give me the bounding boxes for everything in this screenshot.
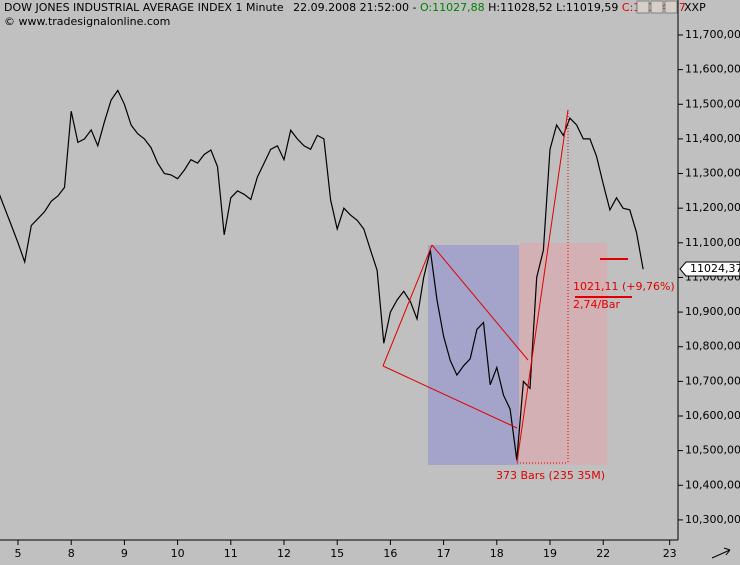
trend-line — [431, 244, 529, 361]
y-tick-label: 11,300,00 — [685, 167, 740, 180]
timestamp: 22.09.2008 21:52:00 - — [293, 1, 416, 14]
window-buttons[interactable] — [636, 0, 678, 14]
y-tick-label: 11,700,00 — [685, 28, 740, 41]
y-tick-label: 10,500,00 — [685, 444, 740, 457]
high: H:11028,52 — [488, 1, 552, 14]
price-line — [0, 89, 644, 461]
trend-line — [382, 365, 518, 429]
y-tick-label: 10,900,00 — [685, 305, 740, 318]
x-tick-label: 9 — [121, 547, 128, 560]
chart-title: DOW JONES INDUSTRIAL AVERAGE INDEX 1 Min… — [4, 1, 284, 14]
corner-icon — [711, 547, 731, 559]
x-tick-label: 12 — [277, 547, 291, 560]
x-tick-label: 22 — [596, 547, 610, 560]
x-tick-label: 18 — [490, 547, 504, 560]
trend-lines — [382, 109, 632, 464]
y-tick-label: 11,100,00 — [685, 236, 740, 249]
range-box — [428, 245, 519, 465]
button[interactable] — [636, 0, 650, 14]
open: O:11027,88 — [420, 1, 485, 14]
trend-line — [382, 244, 433, 367]
x-tick-label: 8 — [68, 547, 75, 560]
x-tick-label: 23 — [663, 547, 677, 560]
x-tick-label: 11 — [224, 547, 238, 560]
y-tick-label: 10,400,00 — [685, 478, 740, 491]
annotation: 1021,11 (+9,76%) — [573, 280, 675, 293]
x-tick-label: 5 — [15, 547, 22, 560]
chart-header: DOW JONES INDUSTRIAL AVERAGE INDEX 1 Min… — [4, 1, 686, 14]
x-tick-label: 10 — [171, 547, 185, 560]
axis-name: XXP — [684, 1, 706, 14]
trend-line — [516, 109, 569, 463]
y-tick-label: 10,700,00 — [685, 374, 740, 387]
x-tick-label: 17 — [437, 547, 451, 560]
y-tick-label: 10,600,00 — [685, 409, 740, 422]
x-tick-label: 19 — [543, 547, 557, 560]
range-box — [519, 243, 607, 465]
button[interactable] — [664, 0, 678, 14]
annotation: 373 Bars (235 35M) — [496, 469, 605, 482]
button[interactable] — [650, 0, 664, 14]
y-tick-label: 10,300,00 — [685, 513, 740, 526]
x-tick-label: 16 — [383, 547, 397, 560]
x-tick-label: 15 — [330, 547, 344, 560]
plot — [0, 89, 644, 461]
y-axis-panel — [678, 0, 740, 565]
source: © www.tradesignalonline.com — [4, 15, 170, 28]
low: L:11019,59 — [556, 1, 618, 14]
y-tick-label: 11,400,00 — [685, 132, 740, 145]
y-tick-label: 11,500,00 — [685, 97, 740, 110]
y-tick-label: 11,600,00 — [685, 63, 740, 76]
y-tick-label: 10,800,00 — [685, 340, 740, 353]
y-tick-label: 11,200,00 — [685, 201, 740, 214]
last-price-label: 11024,37 — [690, 262, 740, 275]
last-price-box — [679, 261, 740, 277]
annotation: 2,74/Bar — [573, 298, 620, 311]
